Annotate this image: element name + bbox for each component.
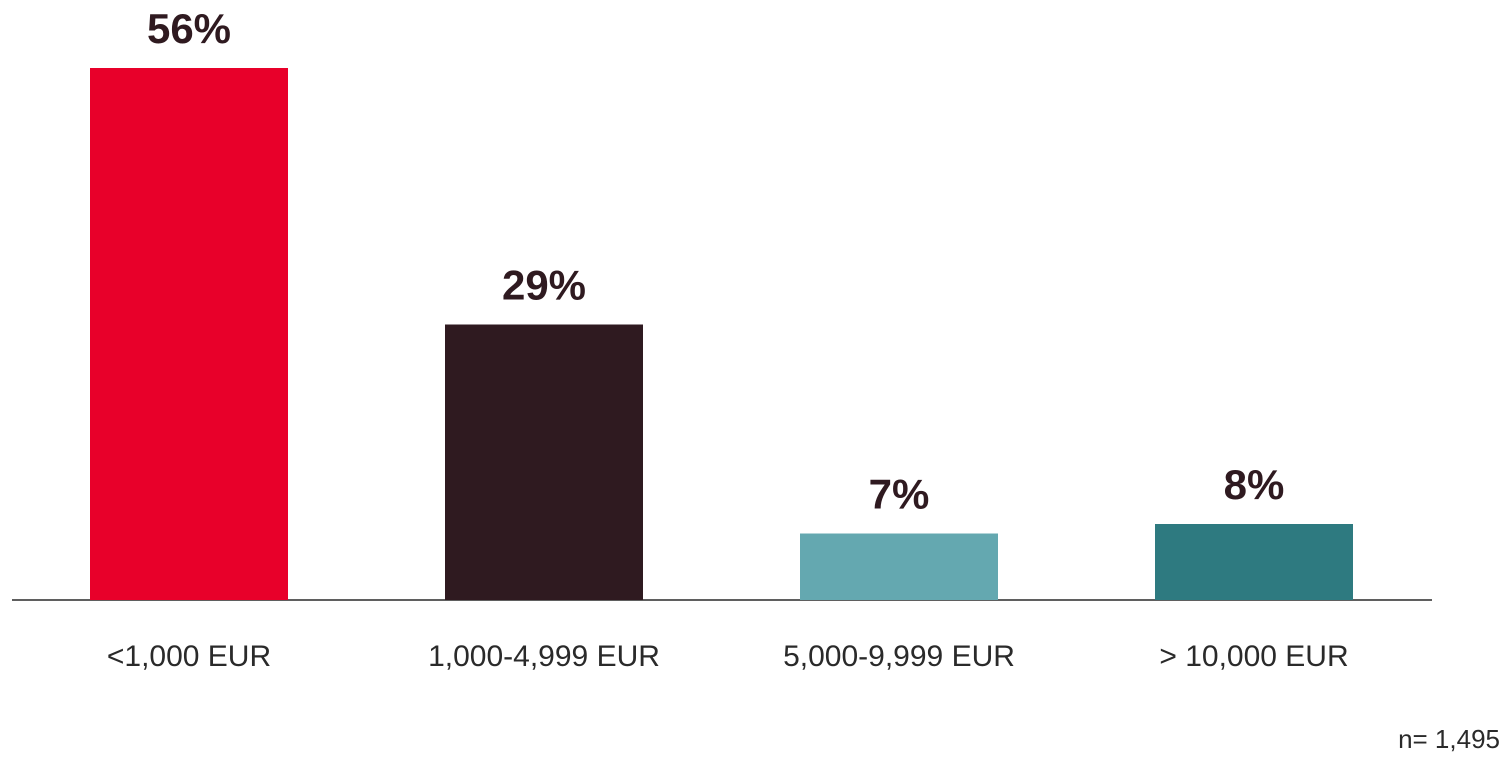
- value-label: 56%: [147, 5, 231, 52]
- sample-note: n= 1,495: [1398, 724, 1500, 754]
- bar: [800, 533, 998, 600]
- bar: [1155, 524, 1353, 600]
- x-tick-label: <1,000 EUR: [107, 640, 271, 673]
- x-tick-label: > 10,000 EUR: [1159, 640, 1348, 673]
- bar: [445, 324, 643, 600]
- x-tick-label: 1,000-4,999 EUR: [428, 640, 660, 673]
- bar: [90, 68, 288, 600]
- value-label: 7%: [869, 471, 930, 518]
- x-tick-label: 5,000-9,999 EUR: [783, 640, 1015, 673]
- value-label: 29%: [502, 262, 586, 309]
- value-label: 8%: [1224, 461, 1285, 508]
